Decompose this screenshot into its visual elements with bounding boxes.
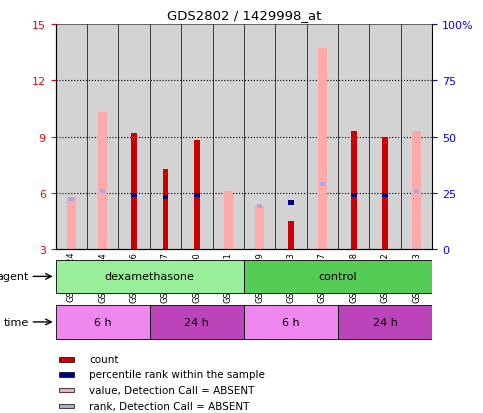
Bar	[59, 404, 74, 408]
Bar	[59, 358, 74, 362]
Title: GDS2802 / 1429998_at: GDS2802 / 1429998_at	[167, 9, 321, 22]
Bar	[318, 49, 327, 250]
Bar	[307, 25, 338, 250]
Bar	[181, 25, 213, 250]
Bar	[255, 207, 264, 250]
Bar	[401, 25, 432, 250]
Bar	[131, 133, 137, 250]
Bar	[369, 25, 401, 250]
Bar	[67, 197, 76, 250]
Bar	[257, 205, 262, 209]
Bar	[320, 182, 325, 186]
Bar	[59, 388, 74, 392]
Text: 6 h: 6 h	[94, 317, 112, 327]
Text: count: count	[89, 354, 119, 364]
Bar	[69, 197, 74, 201]
Text: time: time	[3, 317, 29, 327]
Bar	[163, 169, 168, 250]
Bar	[150, 25, 181, 250]
Text: agent: agent	[0, 272, 29, 282]
Bar	[383, 138, 388, 250]
Bar	[98, 113, 107, 250]
Text: rank, Detection Call = ABSENT: rank, Detection Call = ABSENT	[89, 401, 250, 411]
Bar	[414, 190, 419, 194]
Bar	[351, 132, 356, 250]
Bar	[194, 193, 199, 197]
Bar	[288, 222, 294, 250]
Bar	[412, 132, 421, 250]
Bar	[163, 195, 168, 199]
Bar	[338, 306, 432, 339]
Bar	[150, 306, 244, 339]
Bar	[338, 25, 369, 250]
Bar	[56, 25, 87, 250]
Bar	[383, 193, 388, 197]
Text: 6 h: 6 h	[282, 317, 300, 327]
Text: 24 h: 24 h	[373, 317, 398, 327]
Bar	[100, 190, 105, 194]
Text: percentile rank within the sample: percentile rank within the sample	[89, 370, 265, 380]
Text: value, Detection Call = ABSENT: value, Detection Call = ABSENT	[89, 385, 255, 395]
Bar	[275, 25, 307, 250]
Bar	[194, 141, 199, 250]
Text: 24 h: 24 h	[185, 317, 209, 327]
Text: control: control	[319, 272, 357, 282]
Bar	[213, 25, 244, 250]
Bar	[56, 260, 244, 293]
Bar	[56, 306, 150, 339]
Bar	[59, 373, 74, 377]
Bar	[87, 25, 118, 250]
Bar	[351, 193, 356, 197]
Bar	[244, 25, 275, 250]
Bar	[244, 260, 432, 293]
Bar	[118, 25, 150, 250]
Bar	[244, 306, 338, 339]
Bar	[131, 193, 137, 197]
Text: dexamethasone: dexamethasone	[105, 272, 195, 282]
Bar	[224, 192, 233, 250]
Bar	[288, 201, 294, 205]
